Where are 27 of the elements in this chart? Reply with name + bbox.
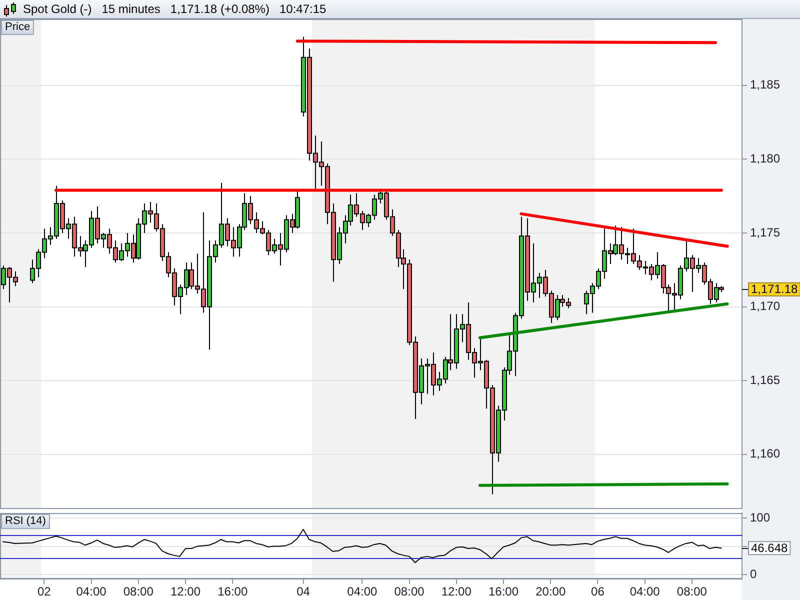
y-axis-title: Price: [1, 20, 34, 35]
x-tick-label: 04:00: [630, 584, 660, 599]
y-tick-label: 1,175: [750, 225, 780, 240]
y-tick-label: 1,160: [750, 446, 780, 461]
x-tick-label: 02: [37, 584, 52, 599]
y-axis-title: RSI (14): [1, 514, 50, 529]
chart-title: Spot Gold (-) 15 minutes 1,171.18 (+0.08%) 10:47:15: [23, 2, 326, 16]
y-tick-label: 1,185: [750, 78, 780, 92]
y-tick-label: 1,180: [750, 152, 780, 166]
y-tick-label: 1,165: [750, 372, 780, 387]
x-tick-label: 08:00: [394, 584, 425, 599]
x-tick-label: 08:00: [123, 584, 154, 599]
text: 1,171.18: [751, 282, 798, 296]
x-tick-label: 12:00: [170, 584, 201, 599]
x-tick-label: 04:00: [347, 584, 378, 599]
text: 46.648: [751, 540, 788, 555]
x-tick-label: 12:00: [441, 584, 472, 599]
x-tick-label: 06: [591, 584, 605, 599]
x-tick-label: 08:00: [676, 584, 708, 599]
y-tick-label: 100: [750, 510, 770, 524]
x-tick-label: 04: [296, 584, 310, 599]
y-tick-label: 0: [750, 566, 757, 581]
y-tick-label: 1,170: [750, 299, 780, 314]
x-tick-label: 16:00: [488, 584, 519, 599]
x-tick-label: 16:00: [218, 584, 248, 599]
x-tick-label: 20:00: [536, 584, 566, 599]
x-tick-label: 04:00: [76, 584, 107, 599]
